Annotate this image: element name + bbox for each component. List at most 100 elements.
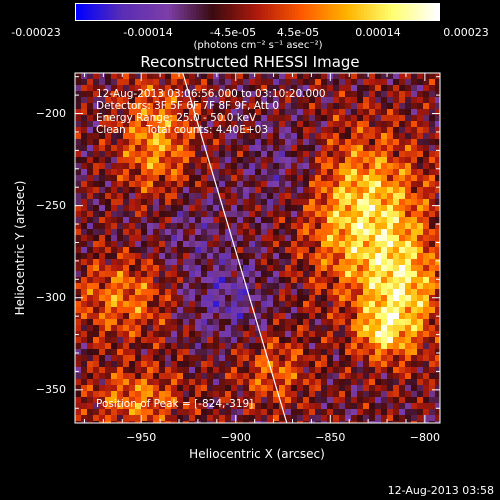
heatmap-cell <box>207 205 213 211</box>
heatmap-cell <box>93 385 99 391</box>
heatmap-cell <box>87 355 93 361</box>
heatmap-cell <box>243 403 249 409</box>
heatmap-cell <box>237 145 243 151</box>
heatmap-cell <box>321 103 327 109</box>
heatmap-cell <box>273 139 279 145</box>
heatmap-cell <box>393 91 399 97</box>
heatmap-cell <box>243 343 249 349</box>
heatmap-cell <box>255 103 261 109</box>
heatmap-cell <box>321 247 327 253</box>
heatmap-cell <box>267 223 273 229</box>
heatmap-cell <box>111 349 117 355</box>
heatmap-cell <box>177 343 183 349</box>
heatmap-cell <box>321 223 327 229</box>
heatmap-cell <box>213 229 219 235</box>
heatmap-cell <box>159 265 165 271</box>
heatmap-cell <box>411 157 417 163</box>
heatmap-cell <box>345 343 351 349</box>
heatmap-cell <box>153 241 159 247</box>
heatmap-cell <box>387 91 393 97</box>
heatmap-cell <box>129 175 135 181</box>
heatmap-cell <box>249 163 255 169</box>
heatmap-cell <box>75 127 81 133</box>
heatmap-cell <box>345 403 351 409</box>
heatmap-cell <box>417 259 423 265</box>
heatmap-cell <box>75 151 81 157</box>
heatmap-cell <box>327 385 333 391</box>
heatmap-cell <box>333 205 339 211</box>
heatmap-cell <box>399 265 405 271</box>
heatmap-cell <box>411 199 417 205</box>
heatmap-cell <box>429 157 435 163</box>
heatmap-cell <box>279 337 285 343</box>
heatmap-cell <box>189 385 195 391</box>
heatmap-cell <box>195 295 201 301</box>
heatmap-cell <box>99 235 105 241</box>
heatmap-cell <box>75 211 81 217</box>
heatmap-cell <box>225 379 231 385</box>
heatmap-cell <box>189 259 195 265</box>
heatmap-cell <box>231 277 237 283</box>
heatmap-cell <box>279 247 285 253</box>
heatmap-cell <box>123 367 129 373</box>
heatmap-cell <box>81 367 87 373</box>
heatmap-cell <box>231 421 237 423</box>
heatmap-cell <box>339 145 345 151</box>
heatmap-cell <box>339 103 345 109</box>
heatmap-cell <box>315 277 321 283</box>
heatmap-cell <box>333 403 339 409</box>
heatmap-cell <box>189 253 195 259</box>
heatmap-cell <box>87 235 93 241</box>
heatmap-cell <box>189 295 195 301</box>
heatmap-cell <box>183 397 189 403</box>
heatmap-cell <box>255 211 261 217</box>
heatmap-cell <box>387 379 393 385</box>
heatmap-cell <box>159 115 165 121</box>
heatmap-cell <box>351 217 357 223</box>
heatmap-cell <box>261 217 267 223</box>
heatmap-cell <box>255 271 261 277</box>
colorbar-segment <box>289 4 293 20</box>
heatmap-cell <box>387 241 393 247</box>
heatmap-cell <box>237 409 243 415</box>
heatmap-cell <box>345 385 351 391</box>
heatmap-cell <box>411 187 417 193</box>
colorbar-segment <box>145 4 149 20</box>
heatmap-cell <box>321 151 327 157</box>
heatmap-cell <box>171 337 177 343</box>
heatmap-cell <box>327 289 333 295</box>
heatmap-cell <box>405 169 411 175</box>
heatmap-cell <box>303 97 309 103</box>
heatmap-cell <box>345 307 351 313</box>
heatmap-cell <box>417 169 423 175</box>
heatmap-cell <box>273 145 279 151</box>
heatmap-cell <box>123 325 129 331</box>
heatmap-cell <box>153 211 159 217</box>
heatmap-cell <box>369 331 375 337</box>
heatmap-cell <box>309 367 315 373</box>
heatmap-cell <box>381 403 387 409</box>
heatmap-cell <box>171 247 177 253</box>
heatmap-cell <box>231 283 237 289</box>
heatmap-cell <box>315 373 321 379</box>
heatmap-cell <box>87 187 93 193</box>
heatmap-cell <box>165 283 171 289</box>
heatmap-cell <box>435 229 440 235</box>
heatmap-cell <box>75 181 81 187</box>
heatmap-cell <box>417 157 423 163</box>
heatmap-cell <box>327 361 333 367</box>
y-tick-label: −300 <box>35 290 66 304</box>
heatmap-cell <box>237 235 243 241</box>
heatmap-cell <box>243 169 249 175</box>
heatmap-cell <box>267 301 273 307</box>
heatmap-cell <box>99 277 105 283</box>
heatmap-cell <box>153 115 159 121</box>
heatmap-cell <box>435 109 440 115</box>
heatmap-cell <box>237 307 243 313</box>
heatmap-cell <box>285 163 291 169</box>
heatmap-cell <box>195 139 201 145</box>
heatmap-cell <box>243 361 249 367</box>
heatmap-cell <box>249 223 255 229</box>
heatmap-cell <box>333 307 339 313</box>
heatmap-cell <box>213 331 219 337</box>
